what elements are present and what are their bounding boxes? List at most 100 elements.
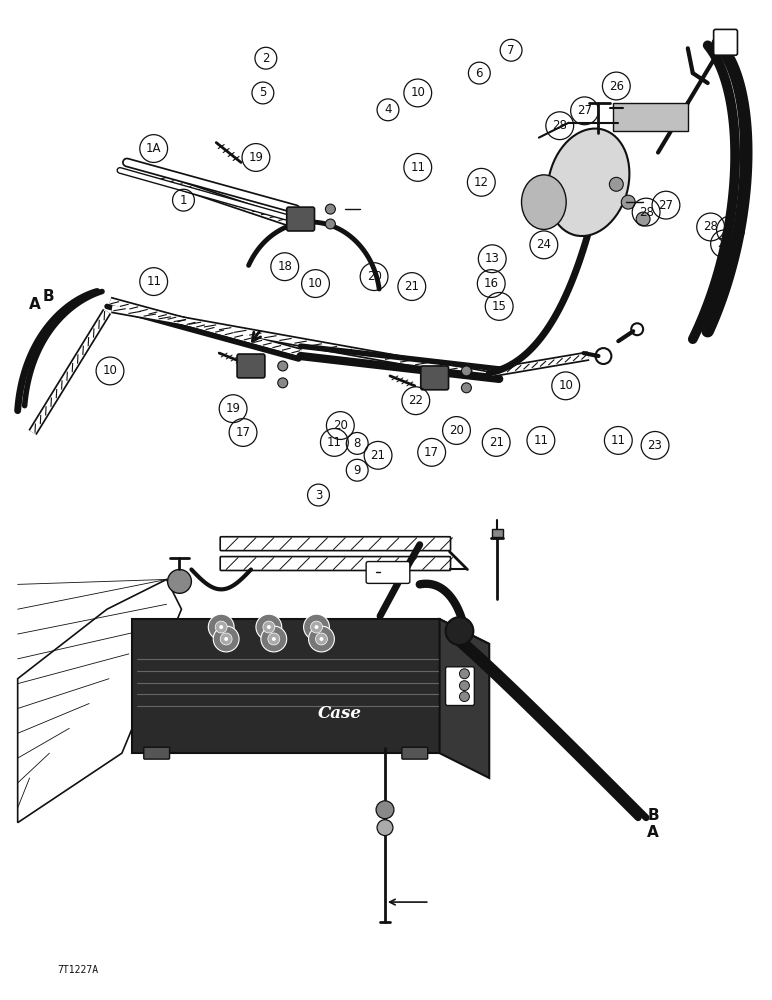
FancyBboxPatch shape: [402, 747, 428, 759]
Text: 4: 4: [384, 103, 391, 116]
Text: 2: 2: [262, 52, 269, 65]
Circle shape: [263, 621, 275, 633]
Circle shape: [220, 633, 232, 645]
Circle shape: [377, 820, 393, 836]
Circle shape: [459, 669, 469, 679]
Text: 27: 27: [577, 104, 592, 117]
Circle shape: [208, 614, 234, 640]
Text: A: A: [647, 825, 659, 840]
Text: 17: 17: [235, 426, 251, 439]
Circle shape: [268, 633, 279, 645]
Text: 27: 27: [659, 199, 673, 212]
Text: 6: 6: [476, 67, 483, 80]
Text: 21: 21: [405, 280, 419, 293]
Text: Case: Case: [318, 705, 362, 722]
Polygon shape: [132, 619, 489, 644]
Text: 23: 23: [648, 439, 662, 452]
Circle shape: [261, 626, 286, 652]
Text: 26: 26: [609, 80, 624, 93]
Circle shape: [326, 219, 335, 229]
Text: 11: 11: [410, 161, 425, 174]
Text: 1: 1: [180, 194, 188, 207]
Circle shape: [320, 637, 323, 641]
Text: 25: 25: [717, 237, 732, 250]
Text: 11: 11: [327, 436, 342, 449]
Text: 16: 16: [484, 277, 499, 290]
Circle shape: [314, 625, 319, 629]
FancyBboxPatch shape: [286, 207, 314, 231]
Text: 9: 9: [354, 464, 361, 477]
FancyBboxPatch shape: [220, 537, 451, 551]
Text: 10: 10: [411, 86, 425, 99]
Circle shape: [215, 621, 227, 633]
Circle shape: [278, 361, 288, 371]
Circle shape: [636, 212, 650, 226]
Circle shape: [267, 625, 271, 629]
Text: 3: 3: [315, 489, 322, 502]
FancyBboxPatch shape: [445, 667, 474, 706]
Circle shape: [224, 637, 229, 641]
Circle shape: [219, 625, 223, 629]
Ellipse shape: [547, 129, 629, 236]
Text: 5: 5: [259, 86, 266, 99]
Text: 28: 28: [552, 119, 567, 132]
Circle shape: [168, 569, 191, 593]
Polygon shape: [132, 619, 439, 753]
Text: B: B: [42, 289, 54, 304]
Text: 28: 28: [703, 220, 718, 233]
Circle shape: [326, 204, 335, 214]
Circle shape: [459, 692, 469, 702]
Circle shape: [621, 195, 635, 209]
Text: B: B: [647, 808, 659, 823]
Text: 27: 27: [723, 223, 738, 236]
FancyBboxPatch shape: [366, 562, 410, 583]
Polygon shape: [613, 103, 688, 131]
Text: 20: 20: [367, 270, 381, 283]
Text: 13: 13: [485, 252, 499, 265]
Circle shape: [462, 366, 472, 376]
Circle shape: [303, 614, 330, 640]
Circle shape: [310, 621, 323, 633]
Text: 19: 19: [225, 402, 241, 415]
Polygon shape: [439, 619, 489, 778]
Circle shape: [256, 614, 282, 640]
FancyBboxPatch shape: [237, 354, 265, 378]
FancyBboxPatch shape: [713, 29, 737, 55]
FancyBboxPatch shape: [144, 747, 170, 759]
Text: 10: 10: [308, 277, 323, 290]
Text: 20: 20: [333, 419, 347, 432]
Text: 1A: 1A: [146, 142, 161, 155]
Text: 10: 10: [558, 379, 573, 392]
Text: 7: 7: [507, 44, 515, 57]
Circle shape: [309, 626, 334, 652]
Text: 21: 21: [489, 436, 503, 449]
Circle shape: [376, 801, 394, 819]
Text: 11: 11: [533, 434, 548, 447]
Text: 28: 28: [638, 206, 654, 219]
Text: 21: 21: [371, 449, 385, 462]
Text: 10: 10: [103, 364, 117, 377]
Text: 24: 24: [537, 238, 551, 251]
Text: 11: 11: [146, 275, 161, 288]
Text: 7T1227A: 7T1227A: [57, 965, 99, 975]
Text: 17: 17: [424, 446, 439, 459]
Text: 8: 8: [354, 437, 361, 450]
FancyBboxPatch shape: [220, 557, 451, 570]
Circle shape: [609, 177, 623, 191]
Text: 18: 18: [277, 260, 292, 273]
Circle shape: [316, 633, 327, 645]
Circle shape: [278, 378, 288, 388]
Text: 15: 15: [492, 300, 506, 313]
Circle shape: [445, 617, 473, 645]
Circle shape: [213, 626, 239, 652]
FancyBboxPatch shape: [493, 529, 503, 537]
FancyBboxPatch shape: [421, 366, 449, 390]
Text: 19: 19: [249, 151, 263, 164]
Text: 12: 12: [474, 176, 489, 189]
Text: A: A: [29, 297, 40, 312]
Text: 22: 22: [408, 394, 423, 407]
Circle shape: [272, 637, 276, 641]
Text: 11: 11: [611, 434, 626, 447]
Text: 20: 20: [449, 424, 464, 437]
Circle shape: [459, 681, 469, 691]
